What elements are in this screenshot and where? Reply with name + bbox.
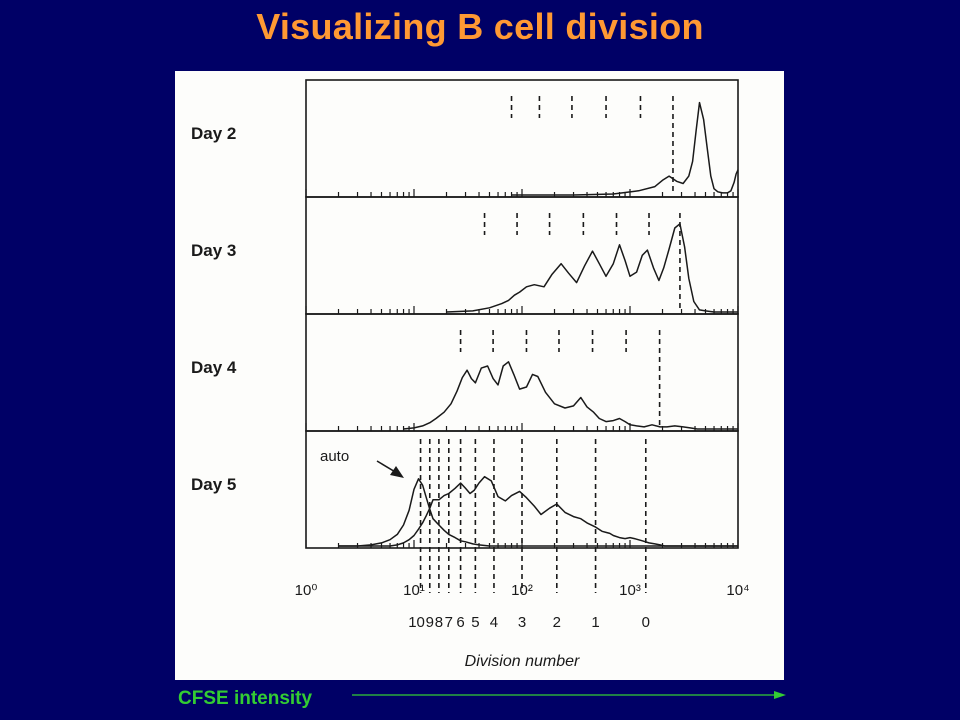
arrow-right-icon [352, 691, 786, 699]
division-label: 6 [456, 614, 464, 631]
series-auto-curve [338, 478, 738, 547]
panel-label-3: Day 4 [191, 358, 237, 377]
series-curve-2-1 [446, 223, 738, 313]
division-label: 4 [490, 614, 498, 631]
division-label: 10 [408, 614, 425, 631]
division-label: 1 [591, 614, 599, 631]
panel-label-2: Day 3 [191, 241, 236, 260]
cfse-histogram-plot: Day 2 Day 3 Day 4 Day 5 auto 10⁰ 10¹ 10² 10³ 10⁴ 1… [191, 79, 750, 670]
x-tick-label: 10⁰ [295, 582, 318, 599]
division-label: 8 [435, 614, 443, 631]
histogram-figure: Day 2 Day 3 Day 4 Day 5 auto 10⁰ 10¹ 10² 10³ 10⁴ 1… [175, 71, 784, 680]
division-label: 9 [426, 614, 434, 631]
division-label: 0 [642, 614, 650, 631]
cfse-intensity-label: CFSE intensity [178, 688, 313, 709]
division-label: 2 [553, 614, 561, 631]
division-label: 3 [518, 614, 526, 631]
panel-label-4: Day 5 [191, 475, 236, 494]
x-tick-label: 10⁴ [726, 582, 749, 599]
x-axis-title: Division number [465, 653, 580, 670]
arrow-head-icon [390, 466, 404, 478]
x-tick-label: 10³ [619, 582, 641, 599]
division-label: 7 [445, 614, 453, 631]
panel-frame-3 [305, 313, 739, 432]
x-tick-label: 10¹ [403, 582, 425, 599]
division-label: 5 [471, 614, 479, 631]
annotation-auto: auto [320, 448, 349, 465]
series-curve-3-1 [403, 361, 738, 430]
panel-label-1: Day 2 [191, 124, 236, 143]
x-tick-label: 10² [511, 582, 533, 599]
panel-frame-2 [305, 196, 739, 315]
series-curve-1-1 [511, 101, 739, 196]
series-curve-4-1 [338, 475, 738, 547]
slide-title: Visualizing B cell division [256, 6, 704, 47]
